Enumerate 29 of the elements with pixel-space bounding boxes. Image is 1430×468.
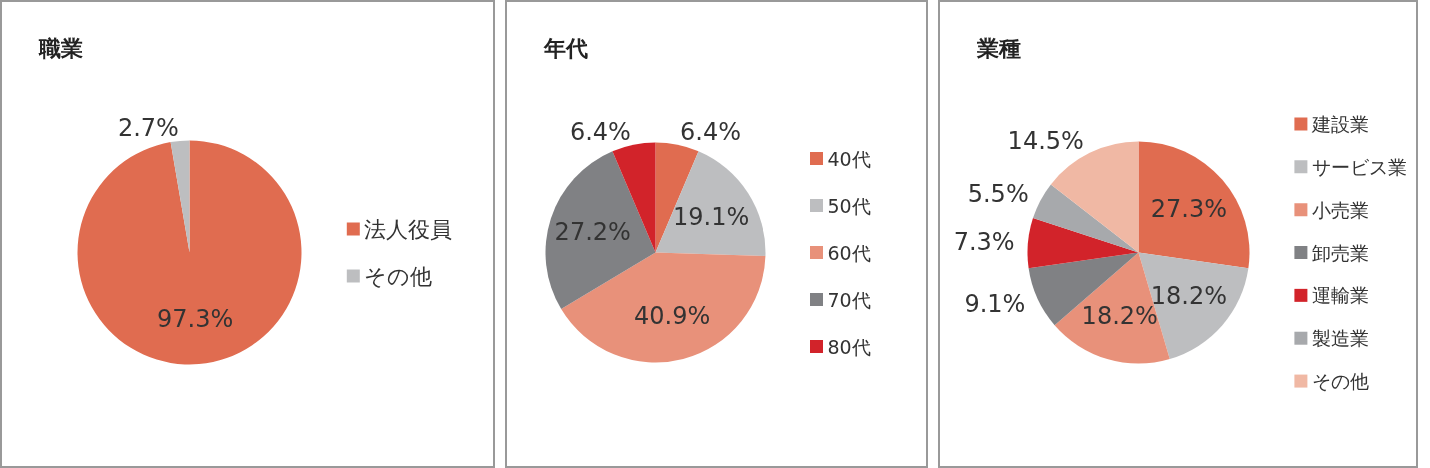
legend-label: 40代: [827, 147, 871, 170]
legend-label: 製造業: [1311, 327, 1369, 350]
data-label: 2.7%: [117, 113, 179, 142]
legend-label: サービス業: [1311, 155, 1407, 178]
legend-label: その他: [1311, 370, 1369, 393]
legend-label: 法人役員: [364, 216, 453, 242]
chart-title: 年代: [542, 36, 588, 61]
data-label: 97.3%: [157, 305, 234, 334]
legend-label: 60代: [827, 241, 871, 264]
legend-label: 卸売業: [1311, 241, 1369, 264]
data-label: 40.9%: [633, 302, 711, 331]
chart-title: 職業: [37, 36, 83, 61]
data-label: 27.3%: [1150, 194, 1227, 223]
data-label: 9.1%: [964, 290, 1026, 319]
data-label: 7.3%: [953, 227, 1015, 256]
legend-label: 70代: [827, 288, 871, 311]
data-label: 14.5%: [1007, 126, 1084, 155]
legend-label: 小売業: [1311, 198, 1369, 221]
data-label: 6.4%: [680, 117, 742, 146]
legend-label: 運輸業: [1311, 284, 1369, 307]
legend-label: 50代: [827, 194, 871, 217]
data-label: 6.4%: [569, 117, 631, 146]
legend-label: 80代: [827, 335, 871, 358]
chart-title: 業種: [975, 36, 1021, 61]
data-label: 5.5%: [967, 180, 1029, 209]
data-label: 19.1%: [672, 202, 750, 231]
legend-label: その他: [364, 263, 433, 289]
legend-label: 建設業: [1310, 112, 1369, 135]
data-label: 27.2%: [554, 218, 631, 247]
